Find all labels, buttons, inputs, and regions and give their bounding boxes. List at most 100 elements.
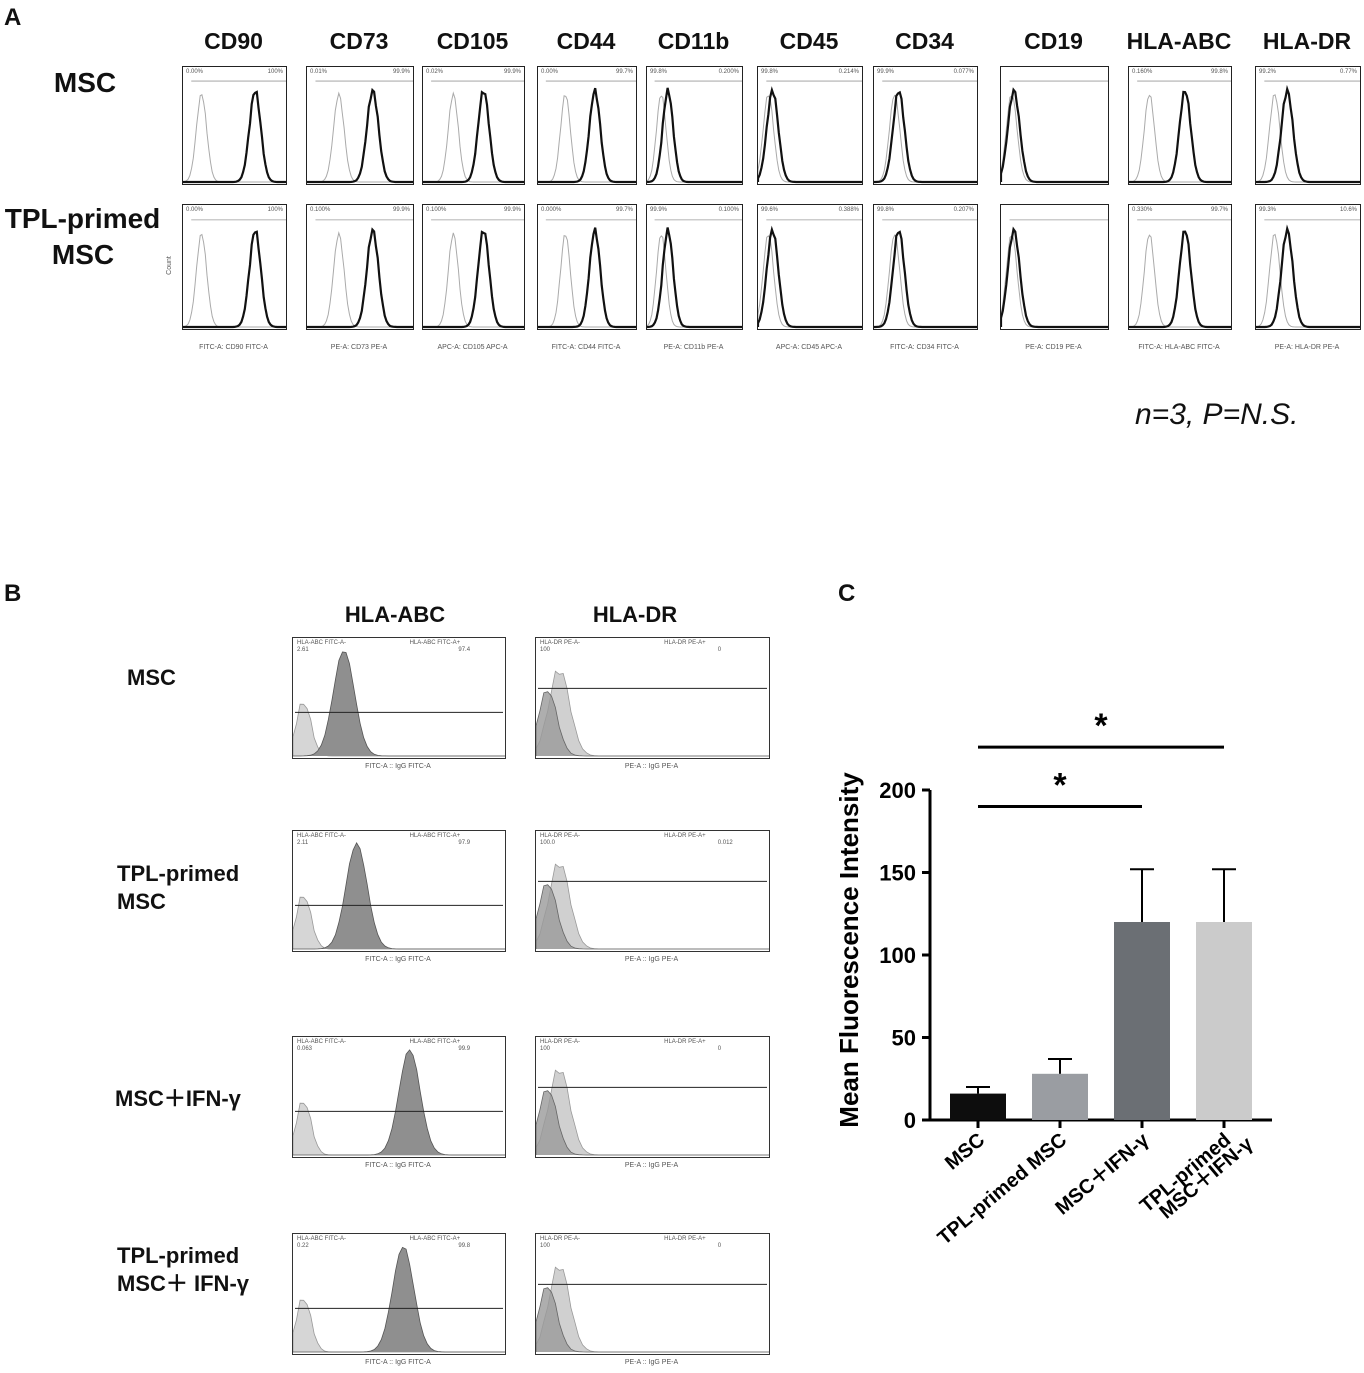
gate-pos-label: HLA-ABC FITC-A+ <box>409 833 461 839</box>
panel-b-histogram-dr-0: HLA-DR PE-A- 100 HLA-DR PE-A+ 0 <box>535 637 770 759</box>
gate-neg-label: HLA-ABC FITC-A- <box>297 640 347 646</box>
hla-dr-fill <box>536 884 769 950</box>
gate-pct-left: 0.01% <box>310 69 328 75</box>
gate-pos-label: HLA-DR PE-A+ <box>664 1039 706 1045</box>
gate-pct-left: 0.00% <box>541 69 559 75</box>
gate-pct-left: 0.330% <box>1132 207 1153 213</box>
marker-curve <box>307 87 413 184</box>
histogram-axis-label: PE-A: CD11b PE-A <box>663 344 724 351</box>
gate-neg: 100.0 <box>540 840 556 846</box>
gate-pct-right: 99.7% <box>615 69 633 75</box>
gate-pct-left: 99.3% <box>1259 207 1277 213</box>
isotype-curve <box>307 91 413 183</box>
histogram-msc-cd105: 0.02% 99.9% <box>422 66 525 185</box>
panel-c-letter: C <box>838 580 856 607</box>
isotype-curve <box>758 235 862 328</box>
gate-neg-label: HLA-DR PE-A- <box>540 833 581 839</box>
marker-label-cd34: CD34 <box>895 28 954 54</box>
histogram-msc-cd90: 0.00% 100% <box>182 66 287 185</box>
gate-pos: 0.012 <box>717 840 733 846</box>
isotype-curve <box>874 94 977 183</box>
histogram-axis-label: PE-A: HLA-DR PE-A <box>1274 344 1340 351</box>
histogram-tpl-cd45: 99.6% 0.388% <box>757 204 863 330</box>
gate-pct-left: 0.000% <box>541 207 562 213</box>
gate-neg-label: HLA-DR PE-A- <box>540 640 581 646</box>
gate-pos: 97.9 <box>458 840 471 846</box>
marker-curve <box>1129 230 1231 329</box>
gate-neg-label: HLA-DR PE-A- <box>540 1039 581 1045</box>
isotype-fill <box>536 1266 769 1353</box>
panel-b-row-label: MSC <box>127 665 176 690</box>
gate-pct-right: 100% <box>267 69 283 75</box>
histogram-tpl-cd73: 0.100% 99.9% <box>306 204 414 330</box>
gate-pos: 0 <box>717 1243 722 1249</box>
gate-neg-label: HLA-DR PE-A- <box>540 1236 581 1242</box>
gate-pos: 0 <box>717 647 722 653</box>
histogram-tpl-cd34: 99.8% 0.207% <box>873 204 978 330</box>
panel-b-row-label: MSC＋IFN-γ <box>115 1086 241 1111</box>
gate-neg: 2.61 <box>297 647 309 653</box>
histogram-axis-label: FITC-A: CD44 FITC-A <box>551 344 621 351</box>
panel-b-row-label: MSC <box>117 889 166 914</box>
histogram-axis-label: PE-A: CD73 PE-A <box>330 344 388 351</box>
gate-pos-label: HLA-DR PE-A+ <box>664 640 706 646</box>
gate-pct-left: 0.160% <box>1132 69 1153 75</box>
marker-curve <box>1129 90 1231 184</box>
panel-b-letter: B <box>4 580 22 607</box>
gate-pct-left: 99.8% <box>877 207 895 213</box>
gate-neg: 0.063 <box>297 1046 313 1052</box>
panel-b-x-axis-label: PE-A :: IgG PE-A <box>624 956 679 963</box>
marker-curve <box>538 87 636 184</box>
gate-pct-right: 99.9% <box>392 69 410 75</box>
panel-b-x-axis-label: FITC-A :: IgG FITC-A <box>365 1162 431 1169</box>
panel-b-histogram-abc-2: HLA-ABC FITC-A- 0.063 HLA-ABC FITC-A+ 99.9 <box>292 1036 506 1158</box>
marker-curve <box>647 227 742 329</box>
gate-pct-right: 99.7% <box>1210 207 1228 213</box>
marker-curve <box>1256 84 1360 184</box>
isotype-curve <box>538 235 636 328</box>
hla-dr-fill <box>536 1090 769 1156</box>
marker-label-hla-abc: HLA-ABC <box>1126 28 1232 54</box>
marker-label-cd90: CD90 <box>204 28 263 54</box>
hla-dr-fill <box>536 691 769 757</box>
gate-pct-right: 99.7% <box>615 207 633 213</box>
histogram-msc-cd45: 99.8% 0.214% <box>757 66 863 185</box>
marker-curve <box>647 87 742 184</box>
bar-0 <box>950 1093 1006 1120</box>
panel-b-x-axis-label: FITC-A :: IgG FITC-A <box>365 956 431 963</box>
marker-label-hla-dr: HLA-DR <box>1262 28 1352 54</box>
marker-curve <box>1001 87 1108 184</box>
histogram-tpl-cd11b: 99.9% 0.100% <box>646 204 743 330</box>
gate-neg: 100 <box>540 1046 551 1052</box>
marker-label-cd73: CD73 <box>329 28 389 54</box>
gate-pct-left: 0.00% <box>186 207 204 213</box>
isotype-curve <box>307 231 413 328</box>
gate-pct-right: 0.77% <box>1339 69 1357 75</box>
x-tick-label: MSC <box>941 1129 989 1174</box>
row-label-msc: MSC <box>53 67 117 98</box>
y-tick-label: 0 <box>904 1108 916 1133</box>
histogram-axis-label: FITC-A: CD34 FITC-A <box>890 344 959 351</box>
histogram-tpl-cd44: 0.000% 99.7% <box>537 204 637 330</box>
gate-pct-right: 10.6% <box>1339 207 1357 213</box>
gate-pct-right: 99.9% <box>503 69 521 75</box>
gate-pct-left: 99.9% <box>650 207 668 213</box>
panel-b-histogram-abc-0: HLA-ABC FITC-A- 2.61 HLA-ABC FITC-A+ 97.4 <box>292 637 506 759</box>
gate-pct-right: 99.9% <box>392 207 410 213</box>
hla-abc-fill <box>293 1049 505 1156</box>
gate-neg-label: HLA-ABC FITC-A- <box>297 1236 347 1242</box>
histogram-axis-label: PE-A: CD19 PE-A <box>1025 344 1082 351</box>
gate-pct-right: 99.9% <box>503 207 521 213</box>
gate-pct-left: 99.8% <box>650 69 668 75</box>
marker-label-cd45: CD45 <box>779 28 839 54</box>
hla-dr-fill <box>536 1287 769 1353</box>
gate-pct-right: 100% <box>267 207 283 213</box>
isotype-fill <box>536 863 769 950</box>
panel-b-histogram-abc-1: HLA-ABC FITC-A- 2.11 HLA-ABC FITC-A+ 97.9 <box>292 830 506 952</box>
gate-pos: 0 <box>717 1046 722 1052</box>
gate-pct-left: 99.2% <box>1259 69 1277 75</box>
gate-pct-left: 0.02% <box>426 69 444 75</box>
bar-2 <box>1114 922 1170 1120</box>
panel-b-row-label: MSC＋ IFN-γ <box>117 1271 250 1296</box>
marker-curve <box>423 230 524 329</box>
